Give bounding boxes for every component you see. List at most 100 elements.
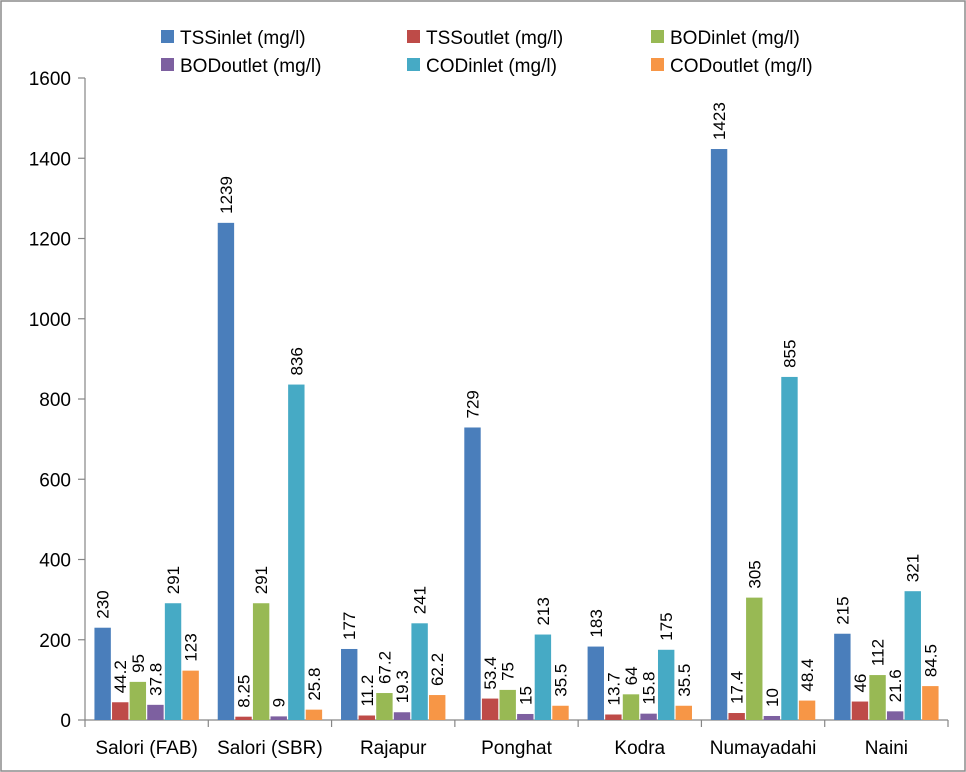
bar xyxy=(182,670,199,720)
bar xyxy=(393,712,411,720)
legend-label: CODinlet (mg/l) xyxy=(426,56,557,77)
data-label: 21.6 xyxy=(886,669,905,702)
legend-swatch xyxy=(161,58,174,71)
data-label: 17.4 xyxy=(728,671,747,704)
data-label: 95 xyxy=(129,654,148,673)
bar xyxy=(675,705,692,720)
x-category-label: Kodra xyxy=(614,738,665,759)
legend-swatch xyxy=(407,58,420,71)
legend-label: TSSoutlet (mg/l) xyxy=(426,28,563,49)
data-label: 241 xyxy=(411,586,430,614)
y-tick-label: 600 xyxy=(39,470,71,491)
bar xyxy=(517,713,534,720)
data-label: 855 xyxy=(780,340,799,368)
bar xyxy=(252,603,270,720)
data-label: 1239 xyxy=(217,176,236,214)
y-tick-label: 1000 xyxy=(29,310,71,331)
bar xyxy=(781,376,798,720)
bar xyxy=(129,681,147,720)
bar xyxy=(235,716,252,720)
data-label: 64 xyxy=(622,666,641,685)
data-label: 15.8 xyxy=(640,672,659,705)
data-label: 67.2 xyxy=(375,651,394,684)
bars-group xyxy=(94,149,939,721)
data-label: 48.4 xyxy=(798,658,817,691)
data-label: 175 xyxy=(657,612,676,640)
x-category-label: Rajapur xyxy=(360,738,427,759)
legend-swatch xyxy=(651,58,664,71)
y-tick-label: 1200 xyxy=(29,230,71,251)
data-label: 305 xyxy=(745,560,764,588)
data-label: 123 xyxy=(182,633,201,661)
bar xyxy=(481,698,499,720)
data-label: 15 xyxy=(516,686,535,705)
data-label: 836 xyxy=(287,347,306,375)
bar xyxy=(341,648,358,720)
bar xyxy=(710,149,728,721)
axes: 0 200 400 600 800 1000 1200 1400 1600 Salori (FAB… xyxy=(29,69,949,759)
bar xyxy=(305,709,323,720)
data-label: 215 xyxy=(833,596,852,624)
data-label: 291 xyxy=(252,566,271,594)
data-label: 62.2 xyxy=(428,653,447,686)
bar xyxy=(728,713,745,720)
bar xyxy=(112,702,129,720)
bar xyxy=(358,715,376,720)
data-label: 75 xyxy=(499,662,518,681)
y-tick-label: 800 xyxy=(39,390,71,411)
legend-swatch xyxy=(651,30,664,43)
data-label: 1423 xyxy=(710,102,729,140)
bar xyxy=(217,222,235,720)
data-label: 25.8 xyxy=(305,668,324,701)
x-category-label: Salori (SBR) xyxy=(217,738,323,759)
bar xyxy=(94,627,111,720)
legend: TSSinlet (mg/l) TSSoutlet (mg/l) BODinlet … xyxy=(161,28,813,77)
data-label: 44.2 xyxy=(111,660,130,693)
data-label: 19.3 xyxy=(393,670,412,703)
bar xyxy=(411,623,428,720)
data-label: 35.5 xyxy=(675,664,694,697)
legend-label: TSSinlet (mg/l) xyxy=(180,28,306,49)
legend-swatch xyxy=(407,30,420,43)
bar xyxy=(746,597,763,720)
bar xyxy=(851,701,869,720)
x-category-label: Salori (FAB) xyxy=(95,738,197,759)
bar xyxy=(834,633,851,720)
legend-swatch xyxy=(161,30,174,43)
data-label: 10 xyxy=(763,688,782,707)
legend-label: BODinlet (mg/l) xyxy=(670,28,800,49)
bar xyxy=(922,686,939,720)
bar xyxy=(904,591,921,720)
bar xyxy=(798,700,816,720)
data-label: 37.8 xyxy=(146,663,165,696)
data-label: 11.2 xyxy=(358,675,377,707)
y-tick-label: 400 xyxy=(39,551,71,572)
bar xyxy=(270,716,287,720)
bar xyxy=(657,649,675,720)
bar xyxy=(429,695,446,720)
bar xyxy=(499,689,516,720)
data-label: 177 xyxy=(340,612,359,640)
bar xyxy=(534,634,552,720)
data-label: 8.25 xyxy=(235,675,254,708)
bar xyxy=(587,646,604,720)
data-label: 53.4 xyxy=(481,656,500,689)
data-label: 84.5 xyxy=(921,644,940,677)
data-label: 46 xyxy=(851,674,870,693)
bar xyxy=(288,384,305,720)
data-label: 230 xyxy=(94,590,113,618)
x-category-label: Naini xyxy=(865,738,908,759)
bar xyxy=(763,715,781,720)
bar xyxy=(376,693,393,720)
data-label: 291 xyxy=(164,566,183,594)
bar xyxy=(869,675,886,720)
data-label: 729 xyxy=(464,390,483,418)
bar xyxy=(640,713,657,720)
y-tick-label: 200 xyxy=(39,631,71,652)
data-label: 35.5 xyxy=(552,664,571,697)
bar xyxy=(886,711,904,720)
